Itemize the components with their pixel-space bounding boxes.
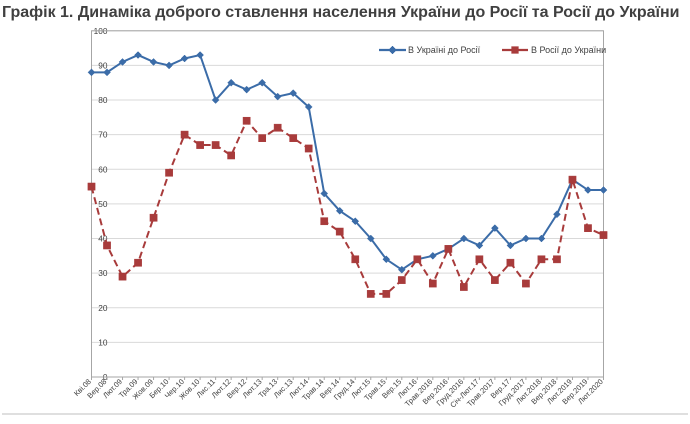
svg-text:10: 10: [98, 337, 108, 347]
svg-text:100: 100: [94, 27, 108, 36]
svg-text:50: 50: [98, 199, 108, 209]
svg-text:80: 80: [98, 95, 108, 105]
svg-text:30: 30: [98, 268, 108, 278]
svg-text:70: 70: [98, 130, 108, 140]
svg-text:В Росії до України: В Росії до України: [531, 45, 606, 55]
svg-text:90: 90: [98, 60, 108, 70]
svg-text:20: 20: [98, 303, 108, 313]
svg-text:60: 60: [98, 164, 108, 174]
svg-text:В Україні до Росії: В Україні до Росії: [408, 45, 481, 55]
